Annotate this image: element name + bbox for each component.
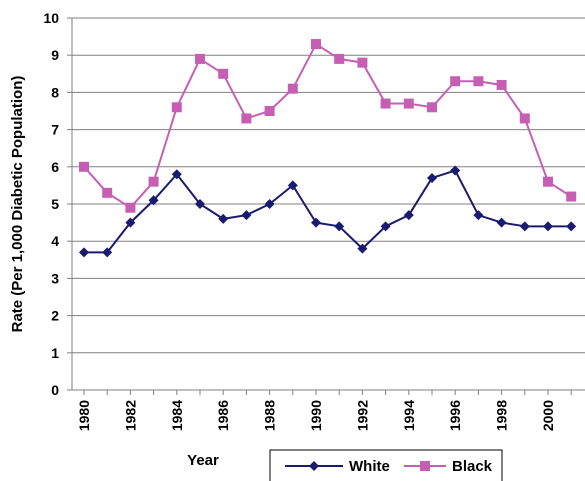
x-axis-title: Year	[187, 452, 219, 469]
data-point-white	[380, 221, 391, 232]
data-point-white	[334, 221, 345, 232]
y-tick-label: 1	[51, 345, 59, 361]
x-tick-label: 2000	[540, 400, 556, 431]
data-point-white	[218, 213, 229, 224]
data-point-white	[79, 247, 89, 258]
data-point-black	[102, 187, 113, 198]
data-point-black	[311, 39, 321, 50]
data-point-black	[566, 191, 577, 202]
y-tick-label: 4	[51, 233, 59, 249]
data-point-black	[357, 57, 368, 68]
data-point-black	[403, 98, 414, 109]
data-point-white	[102, 247, 113, 258]
legend-label-white: White	[349, 458, 390, 475]
data-point-black	[519, 113, 530, 124]
data-point-black	[241, 113, 252, 124]
series-lines	[83, 43, 572, 254]
data-point-black	[287, 83, 298, 94]
data-point-black	[473, 76, 484, 87]
data-point-black	[195, 53, 205, 64]
y-tick-label: 3	[51, 270, 59, 286]
y-tick-label: 10	[43, 10, 59, 26]
data-point-white	[171, 169, 182, 180]
x-tick-label: 1988	[262, 400, 278, 431]
data-point-black	[450, 76, 461, 87]
x-tick-label: 1998	[494, 400, 510, 431]
y-axis-title: Rate (Per 1,000 Diabetic Population)	[9, 76, 26, 333]
data-point-white	[450, 165, 461, 176]
y-tick-label: 2	[51, 308, 59, 324]
legend-marker-square	[420, 461, 430, 471]
data-point-black	[264, 106, 275, 116]
y-tick-label: 6	[51, 159, 59, 175]
y-tick-label: 9	[51, 47, 59, 63]
data-point-black	[427, 102, 437, 113]
data-point-black	[148, 176, 159, 187]
data-point-white	[148, 195, 159, 206]
data-point-white	[403, 210, 414, 221]
x-tick-label: 1990	[308, 400, 324, 431]
legend-marker-white	[309, 461, 319, 471]
data-point-black	[125, 202, 136, 213]
data-point-white	[264, 199, 275, 209]
data-point-white	[195, 199, 205, 209]
data-point-white	[566, 221, 577, 232]
x-tick-label: 1984	[169, 400, 185, 431]
legend-marker-black	[420, 461, 430, 471]
x-tick-labels: 1980 1982 1984 1986 1988 1990 1992 1994 1996 1998…	[76, 390, 572, 431]
y-tick-label: 7	[51, 122, 59, 138]
series-line-black	[83, 43, 572, 209]
data-point-white	[496, 217, 507, 228]
legend-marker-diamond	[309, 461, 319, 471]
data-point-black	[334, 53, 345, 64]
data-point-white	[287, 180, 298, 191]
series-line-white	[84, 169, 572, 254]
x-tick-label: 1994	[401, 400, 417, 431]
data-point-black	[218, 68, 229, 79]
data-point-black	[79, 161, 89, 172]
data-point-white	[543, 221, 553, 232]
x-tick-label: 1996	[447, 400, 463, 431]
data-point-white	[125, 217, 136, 228]
data-point-white	[519, 221, 530, 232]
y-tick-label: 8	[51, 84, 59, 100]
y-tick-label: 5	[51, 196, 59, 212]
data-point-black	[496, 79, 507, 90]
series-markers	[79, 39, 577, 258]
legend-label-black: Black	[452, 458, 493, 475]
x-tick-label: 1982	[122, 400, 138, 431]
data-point-white	[311, 217, 321, 228]
data-point-white	[357, 243, 368, 254]
data-point-white	[241, 210, 252, 221]
y-tick-label: 0	[51, 382, 59, 398]
data-point-black	[171, 102, 182, 113]
x-tick-label: 1992	[354, 400, 370, 431]
x-tick-label: 1980	[76, 400, 92, 431]
legend: White Black	[269, 449, 503, 481]
data-point-black	[380, 98, 391, 109]
data-point-white	[473, 210, 484, 221]
data-point-white	[427, 172, 437, 183]
y-tick-labels: 0 1 2 3 4 5 6 7 8 9 10	[43, 10, 72, 398]
x-tick-label: 1986	[215, 400, 231, 431]
data-point-black	[543, 176, 553, 187]
